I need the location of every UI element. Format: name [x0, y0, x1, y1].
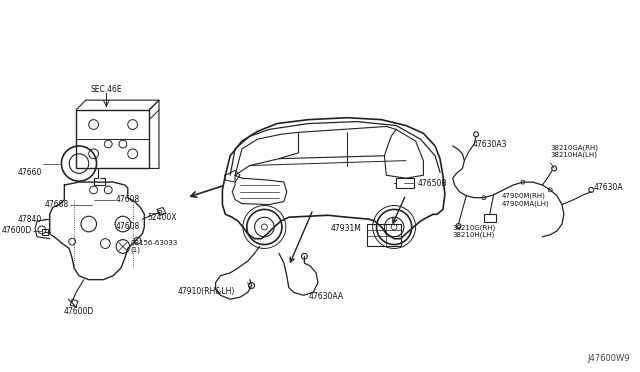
Text: 38210HA(LH): 38210HA(LH) [550, 152, 597, 158]
Text: 47650B: 47650B [417, 179, 447, 187]
Text: 47630A: 47630A [593, 183, 623, 192]
Text: 47600D: 47600D [2, 227, 32, 235]
Text: 47910(RH&LH): 47910(RH&LH) [177, 288, 234, 296]
Text: J47600W9: J47600W9 [588, 354, 630, 363]
Text: 47900MA(LH): 47900MA(LH) [502, 201, 549, 207]
Text: 52400X: 52400X [147, 213, 177, 222]
Text: 47660: 47660 [17, 168, 42, 177]
Text: 47840: 47840 [18, 215, 42, 224]
Text: 47608: 47608 [116, 222, 140, 231]
Bar [367, 224, 401, 246]
Text: 47600D: 47600D [64, 307, 94, 316]
Text: 47608: 47608 [45, 200, 69, 209]
Text: 47630A3: 47630A3 [472, 140, 507, 148]
Text: 47608: 47608 [116, 195, 140, 204]
Text: 47630AA: 47630AA [308, 292, 344, 301]
Text: 38210H(LH): 38210H(LH) [452, 232, 495, 238]
Bar [76, 110, 149, 169]
Text: 47931M: 47931M [331, 224, 362, 233]
Text: SEC.46E: SEC.46E [90, 84, 122, 93]
Bar [396, 178, 413, 188]
Bar [484, 214, 495, 222]
Text: 47900M(RH): 47900M(RH) [502, 193, 545, 199]
Text: 38210G(RH): 38210G(RH) [452, 224, 496, 231]
Text: 08156-63033
(1): 08156-63033 (1) [131, 240, 178, 253]
Text: 38210GA(RH): 38210GA(RH) [550, 144, 598, 151]
